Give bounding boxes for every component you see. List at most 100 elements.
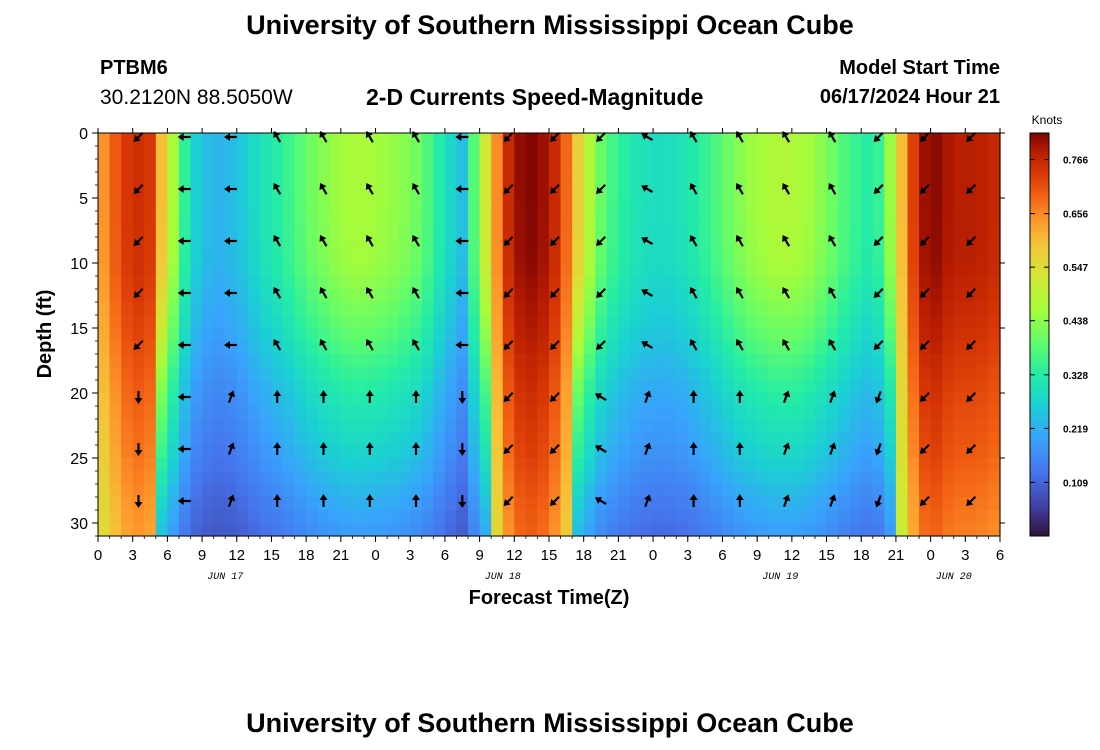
heatmap-cell [699,302,712,316]
current-vector-arrow [641,185,654,193]
heatmap-cell [641,250,654,264]
heatmap-cell [872,471,885,485]
heatmap-cell [144,419,157,433]
heatmap-cell [236,393,249,407]
heatmap-cell [352,289,365,303]
heatmap-cell [803,185,816,199]
heatmap-cell [572,393,585,407]
current-vector-arrow [177,185,191,193]
heatmap-cell [814,432,828,446]
heatmap-cell [444,393,458,407]
heatmap-cell [294,380,307,394]
heatmap-cell [502,146,515,160]
heatmap-cell [895,211,909,225]
heatmap-cell [98,406,111,420]
heatmap-cell [352,510,365,524]
heatmap-cell [710,146,724,160]
heatmap-cell [768,419,781,433]
heatmap-cell [410,471,423,485]
heatmap-cell [410,159,423,173]
heatmap-cell [872,172,885,186]
heatmap-cell [340,380,354,394]
heatmap-cell [178,471,192,485]
heatmap-cell [514,354,527,368]
current-vectors [133,130,977,508]
heatmap-cell [421,406,434,420]
heatmap-cell [803,523,816,537]
heatmap-cell [283,419,296,433]
heatmap-cell [953,471,966,485]
heatmap-cell [502,510,515,524]
heatmap-cell [953,172,966,186]
heatmap-cell [167,367,180,381]
heatmap-cell [456,419,469,433]
heatmap-cell [375,471,388,485]
heatmap-cell [572,250,585,264]
heatmap-cell [132,276,145,290]
heatmap-cell [236,380,249,394]
current-vector-arrow [227,494,236,508]
heatmap-cell [236,419,249,433]
heatmap-cell [294,250,307,264]
heatmap-cell [525,224,539,238]
heatmap-cell [479,211,492,225]
heatmap-cell [525,458,539,472]
heatmap-cell [757,419,770,433]
heatmap-cell [190,198,203,212]
heatmap-cell [838,497,851,511]
heatmap-cell [306,445,319,459]
heatmap-cell [664,198,677,212]
heatmap-cell [710,380,724,394]
heatmap-cell [271,328,284,342]
heatmap-cell [375,276,388,290]
heatmap-cell [375,328,388,342]
current-vector-arrow [828,286,837,299]
heatmap-cell [202,263,215,277]
heatmap-cell [572,458,585,472]
y-tick-label: 5 [79,191,88,208]
heatmap-cell [294,172,307,186]
heatmap-cell [849,484,862,498]
heatmap-cell [514,237,527,251]
heatmap-cell [375,302,388,316]
heatmap-cell [919,354,932,368]
heatmap-cell [352,367,365,381]
heatmap-cell [953,419,966,433]
heatmap-cell [340,263,354,277]
heatmap-cell [641,263,654,277]
current-vector-arrow [596,287,607,298]
heatmap-cell [953,510,966,524]
heatmap-cell [190,185,203,199]
heatmap-cell [953,497,966,511]
current-vector-arrow [782,494,791,508]
heatmap-cell [606,341,619,355]
heatmap-cell [942,224,955,238]
heatmap-cell [225,354,238,368]
current-vector-arrow [134,495,143,508]
heatmap-cell [398,276,411,290]
heatmap-cell [919,315,932,329]
heatmap-cell [248,315,261,329]
heatmap-cell [502,419,515,433]
heatmap-cell [884,224,897,238]
heatmap-cell [190,432,203,446]
heatmap-cell [491,263,504,277]
heatmap-cell [109,419,122,433]
heatmap-cell [549,484,562,498]
heatmap-cell [976,289,990,303]
heatmap-cell [259,380,273,394]
heatmap-cell [618,484,631,498]
heatmap-cell [953,133,966,147]
heatmap-cell [919,380,932,394]
heatmap-cell [202,484,215,498]
heatmap-cell [491,198,504,212]
heatmap-cell [606,406,619,420]
x-tick-label: 6 [163,547,171,564]
heatmap-cell [190,484,203,498]
heatmap-cell [398,406,411,420]
heatmap-cell [710,406,724,420]
heatmap-cell [387,497,400,511]
heatmap-cell [734,523,747,537]
heatmap-cell [988,471,1001,485]
heatmap-cell [456,328,469,342]
